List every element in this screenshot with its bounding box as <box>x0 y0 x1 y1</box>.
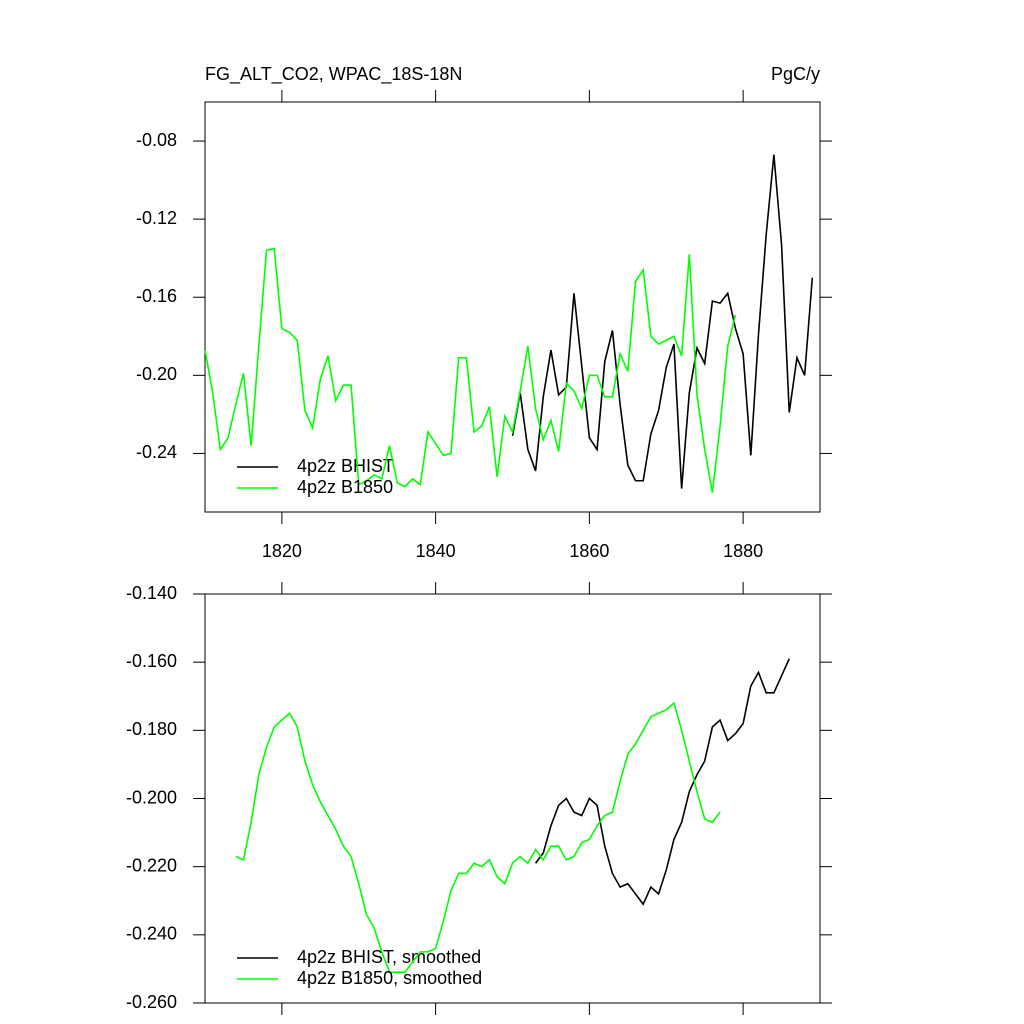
x-tick-label: 1880 <box>723 541 763 561</box>
y-tick-label: -0.200 <box>126 787 177 807</box>
chart-title: FG_ALT_CO2, WPAC_18S-18N <box>205 64 462 85</box>
legend-label: 4p2z B1850 <box>297 477 393 497</box>
series-line <box>511 154 814 489</box>
y-tick-label: -0.12 <box>136 208 177 228</box>
plot-frame <box>204 593 821 1004</box>
y-tick-label: -0.220 <box>126 855 177 875</box>
series-line <box>235 701 721 974</box>
series-line <box>534 658 790 906</box>
x-tick-label: 1820 <box>262 541 302 561</box>
series-line <box>204 247 737 493</box>
y-tick-label: -0.08 <box>136 130 177 150</box>
y-tick-label: -0.24 <box>136 442 177 462</box>
legend-label: 4p2z B1850, smoothed <box>297 968 482 988</box>
y-tick-label: -0.260 <box>126 992 177 1012</box>
x-tick-label: 1840 <box>416 541 456 561</box>
x-tick-label: 1860 <box>569 541 609 561</box>
y-tick-label: -0.160 <box>126 651 177 671</box>
y-tick-label: -0.140 <box>126 583 177 603</box>
legend-label: 4p2z BHIST, smoothed <box>297 947 481 967</box>
y-tick-label: -0.240 <box>126 924 177 944</box>
plot-frame <box>204 101 821 513</box>
units-label: PgC/y <box>771 64 820 84</box>
y-tick-label: -0.180 <box>126 719 177 739</box>
y-tick-label: -0.20 <box>136 364 177 384</box>
y-tick-label: -0.16 <box>136 286 177 306</box>
legend-label: 4p2z BHIST <box>297 456 394 476</box>
